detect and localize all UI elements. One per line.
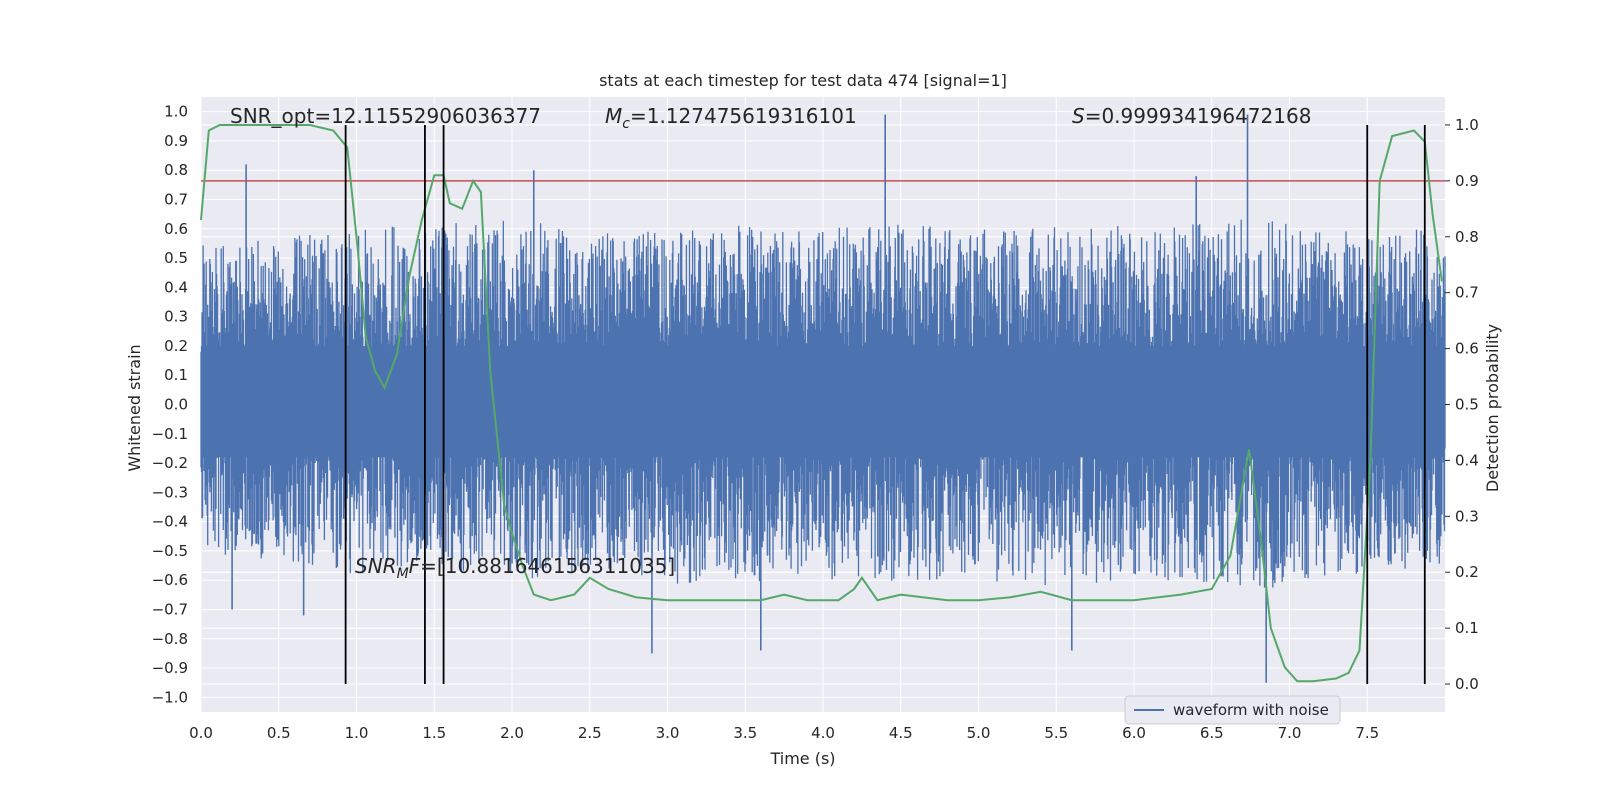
x-tick-label: 5.5 [1044, 724, 1068, 742]
y-tick-label: 0.4 [164, 278, 188, 296]
snr-mf-subscript: M [397, 566, 409, 582]
x-tick-label: 5.0 [967, 724, 991, 742]
y-tick-label: −0.1 [152, 425, 188, 443]
y-tick-label-right: 0.4 [1455, 451, 1479, 469]
x-tick-label: 1.5 [422, 724, 446, 742]
probability-line [200, 124, 1443, 683]
y-tick-label: 0.3 [164, 308, 188, 326]
snr-mf-tail: F [409, 554, 421, 578]
s-symbol: S [1072, 104, 1085, 128]
snr-mf-value: =[10.881646156311035] [420, 554, 675, 578]
x-tick-label: 1.0 [345, 724, 369, 742]
x-tick-label: 6.5 [1200, 724, 1224, 742]
x-tick-label: 4.0 [811, 724, 835, 742]
x-tick-label: 0.5 [267, 724, 291, 742]
y-tick-label: 0.6 [164, 220, 188, 238]
chirp-mass-symbol: M [605, 104, 622, 128]
y-tick-label: −0.2 [152, 454, 188, 472]
y-tick-label-right: 0.8 [1455, 228, 1479, 246]
chart-title: stats at each timestep for test data 474… [599, 71, 1007, 90]
y-tick-label-right: 0.5 [1455, 396, 1479, 414]
snr-mf-symbol: SNR [355, 554, 397, 578]
y-tick-label: −0.3 [152, 483, 188, 501]
x-tick-label: 3.0 [656, 724, 680, 742]
chirp-mass-value: =1.127475619316101 [630, 104, 857, 128]
x-tick-label: 6.0 [1122, 724, 1146, 742]
y-tick-label: 1.0 [164, 103, 188, 121]
x-tick-label: 0.0 [189, 724, 213, 742]
x-tick-label: 2.0 [500, 724, 524, 742]
y-tick-label-right: 0.6 [1455, 340, 1479, 358]
legend-box [1124, 695, 1341, 725]
y-tick-label-right: 0.7 [1455, 284, 1479, 302]
y-tick-label: 0.2 [164, 337, 188, 355]
y-tick-label: −0.8 [152, 630, 188, 648]
s-value: =0.999934196472168 [1085, 104, 1312, 128]
y-tick-label: 0.5 [164, 249, 188, 267]
y-tick-label: −0.5 [152, 542, 188, 560]
waveform-line [200, 219, 1446, 588]
y-tick-label-right: 1.0 [1455, 116, 1479, 134]
marker-lines [344, 124, 1426, 685]
snr-mf-annotation: SNRMF=[10.881646156311035] [355, 554, 675, 582]
y-tick-label: 0.8 [164, 161, 188, 179]
y-tick-label: 0.0 [164, 396, 188, 414]
y-tick-label-right: 0.1 [1455, 619, 1479, 637]
s-annotation: S=0.999934196472168 [1072, 104, 1311, 128]
y-axis-label: Whitened strain [125, 344, 144, 471]
y-axis-label-right: Detection probability [1483, 324, 1502, 492]
snr-opt-annotation: SNR_opt=12.11552906036377 [230, 104, 541, 128]
legend-entry-waveform: waveform with noise [1173, 701, 1329, 719]
y-tick-labels-right: 1.0 0.9 0.8 0.7 0.6 0.5 0.4 0.3 0.2 0.1 0.0 [1445, 116, 1479, 693]
x-tick-labels: 0.0 0.5 1.0 1.5 2.0 2.5 3.0 3.5 4.0 4.5 5.0 5.5 6.0 6… [189, 724, 1379, 742]
y-tick-label: −0.9 [152, 659, 188, 677]
y-tick-label-right: 0.3 [1455, 507, 1479, 525]
legend: waveform with noise [1124, 695, 1341, 725]
y-tick-label-right: 0.9 [1455, 172, 1479, 190]
chirp-mass-subscript: c [622, 116, 630, 132]
x-tick-label: 2.5 [578, 724, 602, 742]
x-tick-label: 3.5 [733, 724, 757, 742]
x-tick-label: 4.5 [889, 724, 913, 742]
x-tick-label: 7.0 [1278, 724, 1302, 742]
y-tick-label: −0.4 [152, 513, 188, 531]
y-tick-label: 0.1 [164, 366, 188, 384]
waveform-series [200, 114, 1446, 683]
y-tick-label: 0.9 [164, 132, 188, 150]
x-tick-label: 7.5 [1355, 724, 1379, 742]
y-tick-label-right: 0.2 [1455, 563, 1479, 581]
y-tick-label-right: 0.0 [1455, 675, 1479, 693]
y-tick-labels-left: 1.0 0.9 0.8 0.7 0.6 0.5 0.4 0.3 0.2 0.1 0.0 −0.1 −0.… [152, 103, 188, 707]
y-tick-label: −0.6 [152, 571, 188, 589]
y-tick-label: 0.7 [164, 191, 188, 209]
probability-series [200, 124, 1443, 683]
chirp-mass-annotation: Mc=1.127475619316101 [605, 104, 857, 132]
x-axis-label: Time (s) [769, 749, 835, 768]
y-tick-label: −1.0 [152, 688, 188, 706]
y-tick-label: −0.7 [152, 601, 188, 619]
